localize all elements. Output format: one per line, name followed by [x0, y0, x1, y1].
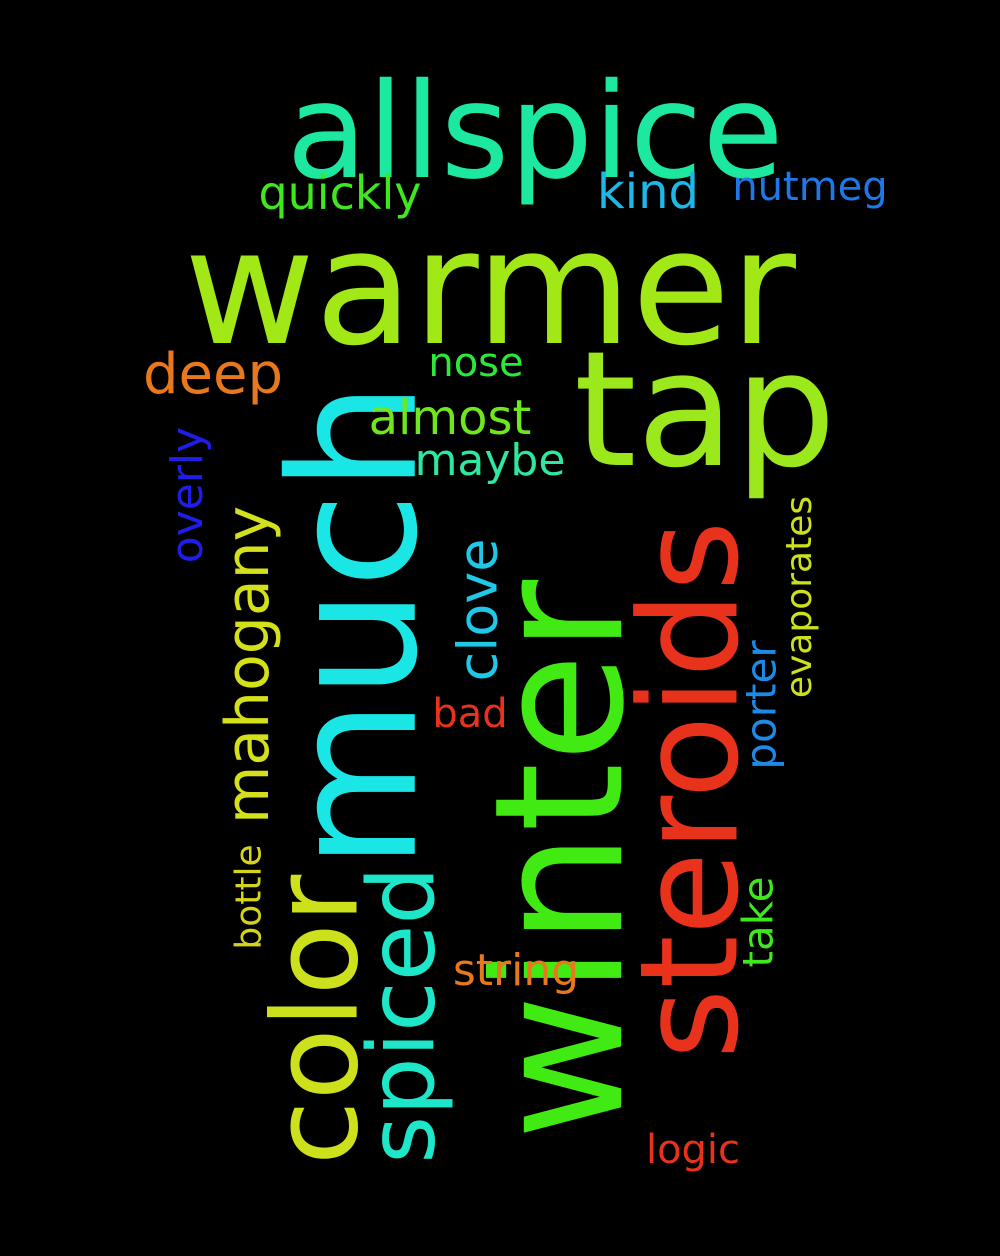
- word-string: string: [452, 945, 580, 996]
- word-kind: kind: [596, 164, 700, 220]
- word-steroids: steroids: [610, 520, 769, 1060]
- word-deep: deep: [143, 342, 283, 407]
- word-take: take: [733, 876, 782, 968]
- word-almost: almost: [368, 390, 532, 446]
- word-quickly: quickly: [258, 166, 422, 220]
- word-allspice: allspice: [286, 55, 784, 209]
- word-porter: porter: [736, 640, 786, 770]
- word-tap: tap: [573, 316, 837, 503]
- word-maybe: maybe: [414, 435, 566, 486]
- word-evaporates: evaporates: [779, 495, 820, 699]
- word-clove: clove: [445, 538, 509, 682]
- word-nose: nose: [428, 340, 524, 386]
- word-bottle: bottle: [228, 844, 270, 950]
- word-overly: overly: [161, 426, 213, 564]
- word-logic: logic: [645, 1127, 741, 1173]
- word-mahogany: mahogany: [213, 505, 283, 825]
- word-warmer: warmer: [184, 194, 796, 381]
- word-spiced: spiced: [348, 866, 456, 1164]
- word-bad: bad: [432, 691, 508, 737]
- word-nutmeg: nutmeg: [732, 164, 888, 210]
